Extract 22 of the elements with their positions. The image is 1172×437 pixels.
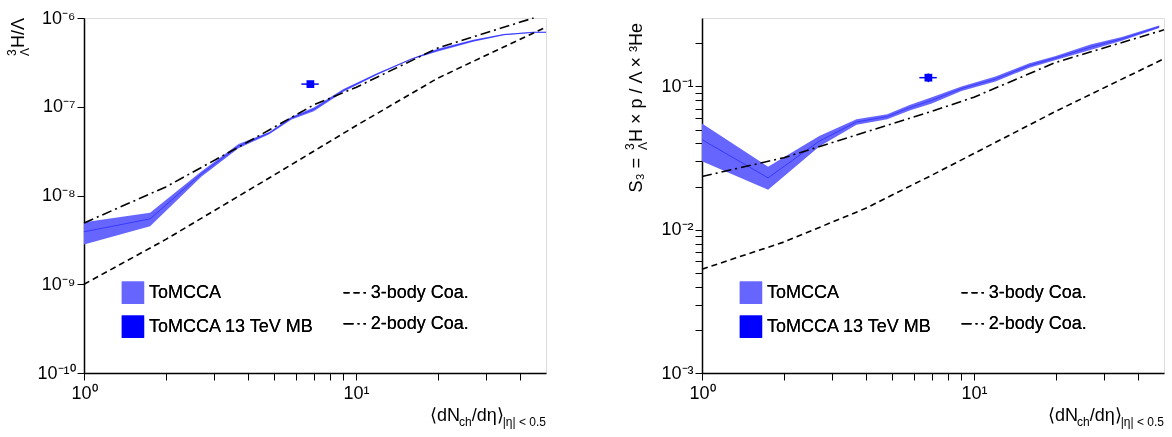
legend-label: ToMCCA 13 TeV MB	[766, 315, 931, 336]
legend-label: 3-body Coa.	[370, 281, 469, 302]
y-tick-label: 10⁻⁶	[42, 7, 76, 28]
y-axis-title: 3ΛH/Λ	[5, 17, 32, 57]
legend-label: 2-body Coa.	[988, 312, 1087, 333]
x-tick-label: 10¹	[961, 382, 988, 403]
y-tick-label: 10⁻¹	[661, 75, 694, 96]
y-tick-label: 10⁻⁸	[41, 185, 76, 205]
x-tick-label: 10⁰	[689, 382, 716, 403]
y-tick-label: 10⁻⁹	[41, 273, 76, 294]
y-tick-label: 10⁻¹⁰	[37, 362, 76, 383]
legend-label: 2-body Coa.	[370, 312, 469, 333]
x-tick-label: 10¹	[343, 382, 370, 403]
legend-label: 3-body Coa.	[988, 281, 1087, 302]
legend-label: ToMCCA	[148, 281, 221, 302]
legend-label: ToMCCA	[766, 281, 839, 302]
x-tick-label: 10⁰	[71, 382, 98, 403]
y-tick-label: 10⁻²	[661, 219, 694, 240]
y-axis-title: S₃ = 3ΛH × p / Λ × ³He	[623, 23, 650, 193]
legend-label: ToMCCA 13 TeV MB	[148, 315, 313, 336]
y-tick-label: 10⁻⁷	[42, 96, 76, 117]
y-tick-label: 10⁻³	[661, 362, 694, 383]
